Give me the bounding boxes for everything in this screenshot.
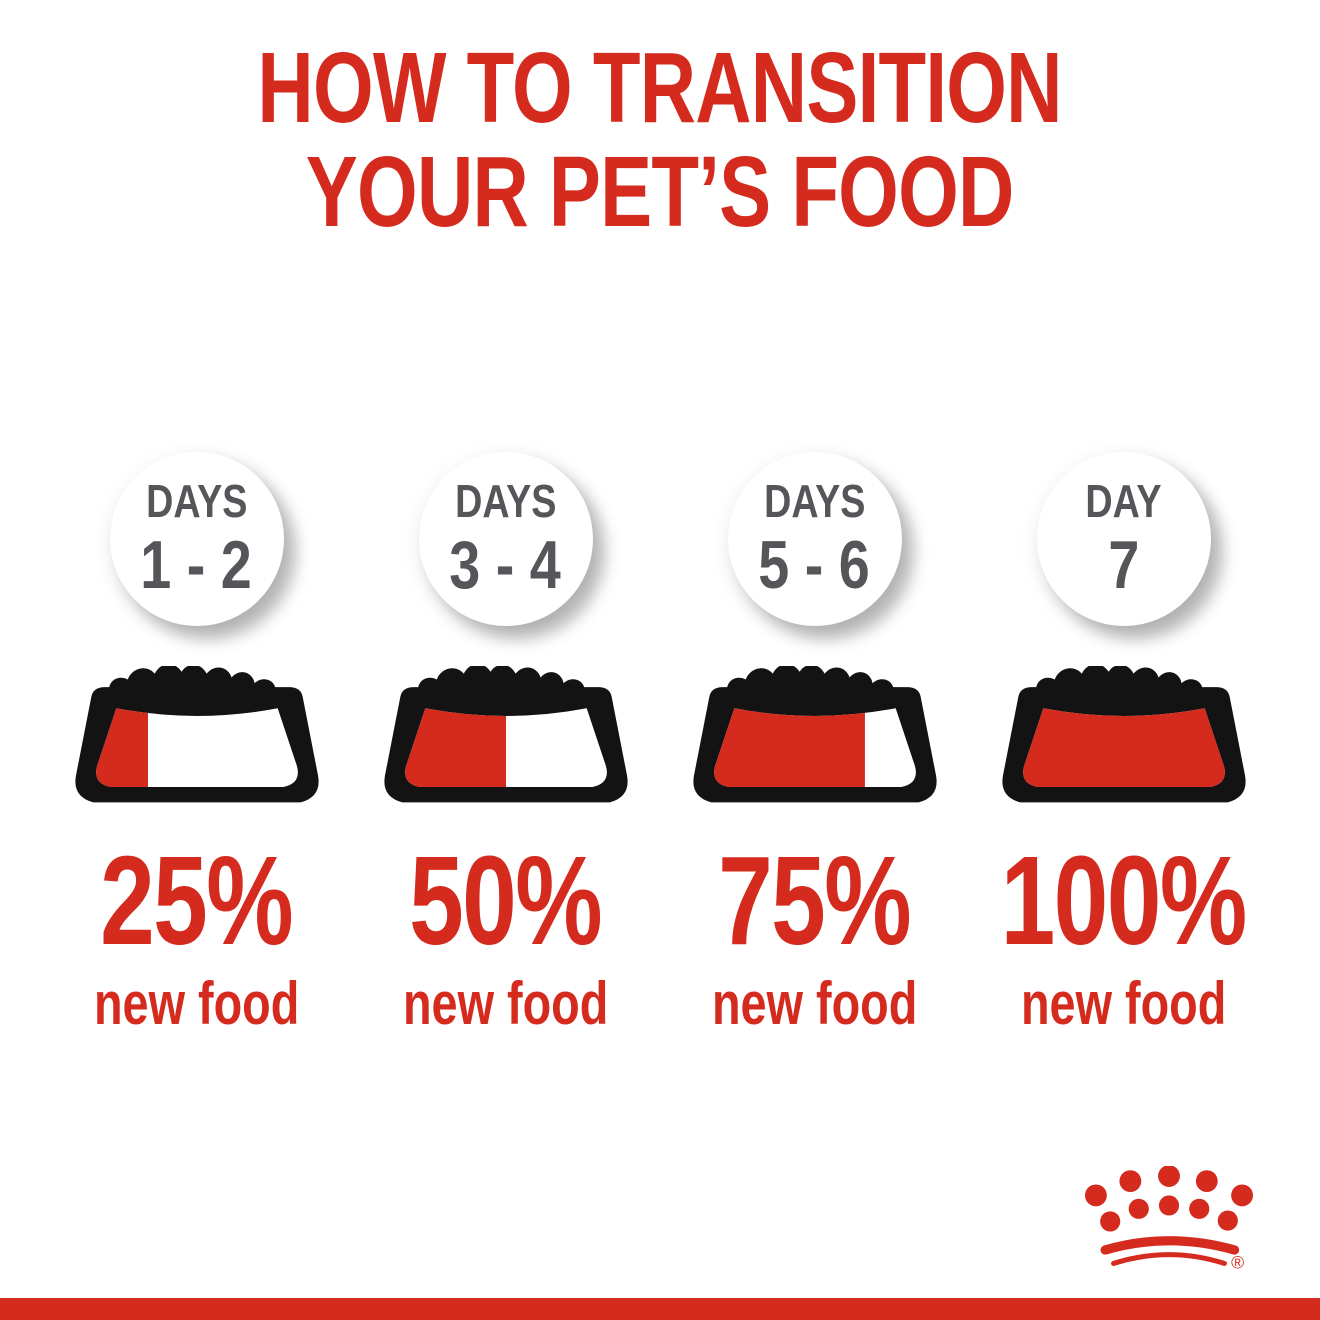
new-food-percent: 25% xyxy=(100,830,294,971)
step-days-1-2: DAYS 1 - 2 25% new food xyxy=(42,452,351,1034)
new-food-fill xyxy=(1022,708,1225,788)
day-label: DAYS xyxy=(763,475,866,527)
day-value: 3 - 4 xyxy=(449,527,562,603)
food-bowl-icon xyxy=(1001,666,1246,803)
food-bowl-icon xyxy=(74,666,319,803)
new-food-caption: new food xyxy=(93,970,300,1037)
step-days-5-6: DAYS 5 - 6 75% new food xyxy=(660,452,969,1034)
step-days-3-4: DAYS 3 - 4 50% new food xyxy=(351,452,660,1034)
day-badge: DAY 7 xyxy=(1036,452,1211,626)
registered-mark: ® xyxy=(1231,1252,1244,1271)
transition-steps: DAYS 1 - 2 25% new food DAYS 3 - 4 50% n… xyxy=(42,452,1278,1034)
day-badge: DAYS 1 - 2 xyxy=(109,452,284,626)
day-value: 7 xyxy=(1107,527,1140,603)
day-badge: DAYS 3 - 4 xyxy=(418,452,593,626)
food-bowl-icon xyxy=(383,666,628,803)
page-title-line2: YOUR PET’S FOOD xyxy=(306,136,1014,248)
royal-canin-crown-icon: ® xyxy=(1085,1166,1253,1271)
new-food-fill xyxy=(404,708,506,788)
new-food-fill xyxy=(713,708,865,788)
day-label: DAYS xyxy=(454,475,557,527)
day-label: DAY xyxy=(1085,475,1162,527)
new-food-percent: 75% xyxy=(718,830,912,971)
new-food-caption: new food xyxy=(402,970,609,1037)
new-food-caption: new food xyxy=(1020,970,1227,1037)
new-food-caption: new food xyxy=(711,970,918,1037)
brand-color-bar xyxy=(0,1298,1320,1320)
day-badge: DAYS 5 - 6 xyxy=(727,452,902,626)
day-label: DAYS xyxy=(145,475,248,527)
step-day-7: DAY 7 100% new food xyxy=(969,452,1278,1034)
new-food-percent: 100% xyxy=(1000,830,1248,971)
day-value: 1 - 2 xyxy=(140,527,253,603)
new-food-percent: 50% xyxy=(409,830,603,971)
page-title: HOW TO TRANSITION YOUR PET’S FOOD xyxy=(0,36,1320,244)
day-value: 5 - 6 xyxy=(758,527,871,603)
food-bowl-icon xyxy=(692,666,937,803)
page-title-line1: HOW TO TRANSITION xyxy=(257,32,1063,144)
